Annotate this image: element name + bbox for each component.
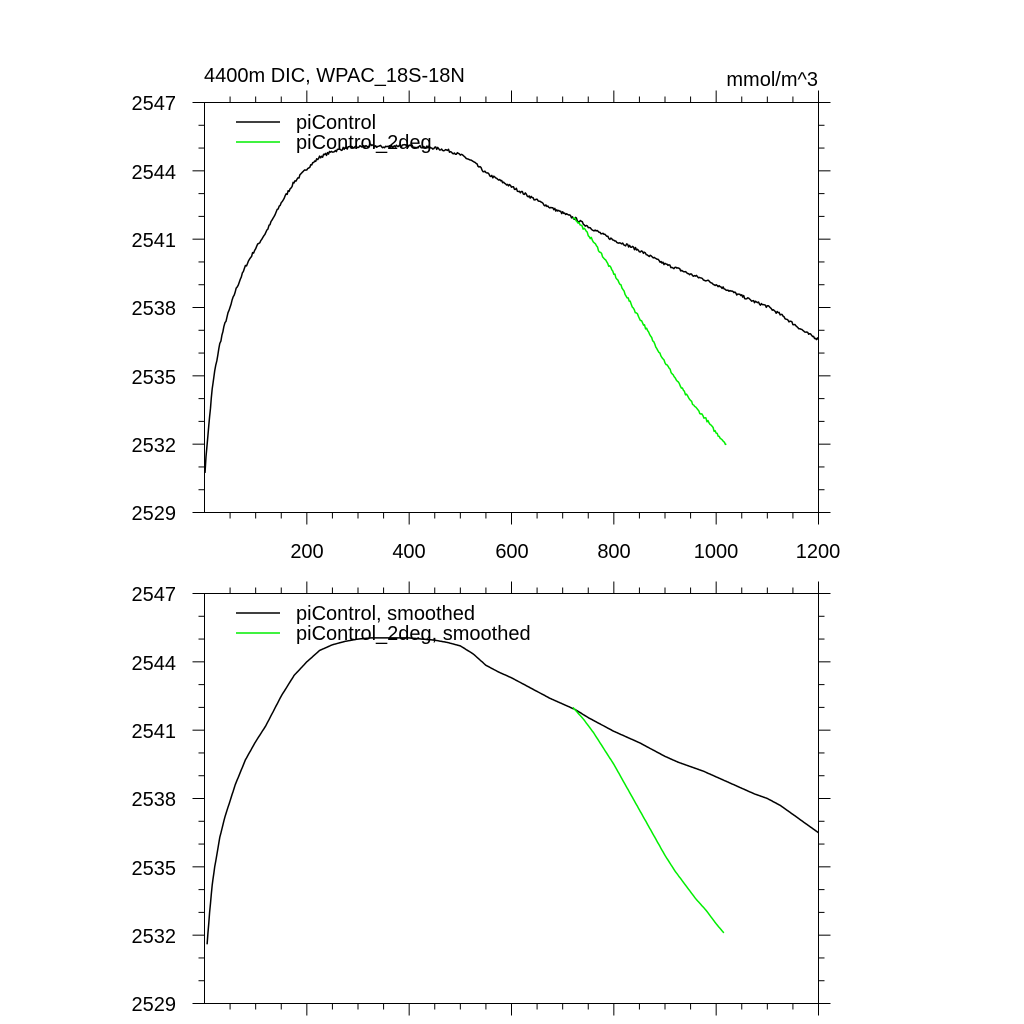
- x-tick-labels: 200 400 600 800 1000 1200: [290, 541, 840, 563]
- y-tick-label: 2547: [132, 93, 177, 115]
- plot-frame: [204, 593, 819, 1004]
- x-tick-label: 1200: [796, 541, 841, 563]
- x-tick-label: 1000: [694, 541, 739, 563]
- y-tick-label: 2544: [132, 162, 177, 184]
- x-tick-label: 400: [392, 541, 425, 563]
- y-tick-label: 2532: [132, 926, 177, 948]
- y-tick-label: 2541: [132, 230, 177, 252]
- x-tick-label: 200: [290, 541, 323, 563]
- tick-marks: [192, 581, 831, 1016]
- panel-top: 4400m DIC, WPAC_18S-18N mmol/m^3 200 400…: [132, 65, 841, 563]
- y-tick-label: 2529: [132, 503, 177, 525]
- legend-label: piControl, smoothed: [296, 603, 475, 625]
- legend-label: piControl: [296, 112, 376, 134]
- y-tick-label: 2529: [132, 994, 177, 1016]
- y-tick-label: 2535: [132, 367, 177, 389]
- y-tick-labels: 2529 2532 2535 2538 2541 2544 2547: [132, 584, 177, 1016]
- legend-label: piControl_2deg: [296, 132, 432, 154]
- y-tick-label: 2532: [132, 435, 177, 457]
- y-tick-labels: 2529 2532 2535 2538 2541 2544 2547: [132, 93, 177, 525]
- panel-title: 4400m DIC, WPAC_18S-18N: [204, 65, 465, 87]
- series-line-picontrol-2deg: [572, 216, 727, 446]
- legend: piControl, smoothed piControl_2deg, smoo…: [236, 603, 531, 645]
- legend-label: piControl_2deg, smoothed: [296, 623, 531, 645]
- series-line-picontrol-smoothed: [206, 637, 819, 945]
- panel-bottom: 2529 2532 2535 2538 2541 2544 2547 piCon…: [132, 581, 831, 1016]
- series-line-picontrol: [204, 143, 820, 473]
- series-lines: [206, 637, 819, 945]
- y-tick-label: 2544: [132, 653, 177, 675]
- x-tick-label: 800: [597, 541, 630, 563]
- x-tick-label: 600: [495, 541, 528, 563]
- y-tick-label: 2535: [132, 858, 177, 880]
- legend: piControl piControl_2deg: [236, 112, 432, 154]
- tick-marks: [192, 90, 831, 525]
- plot-frame: [204, 102, 819, 513]
- y-tick-label: 2547: [132, 584, 177, 606]
- y-tick-label: 2541: [132, 721, 177, 743]
- series-lines: [204, 143, 820, 473]
- units-label: mmol/m^3: [726, 69, 818, 91]
- series-line-picontrol-2deg-smoothed: [572, 706, 725, 934]
- y-tick-label: 2538: [132, 298, 177, 320]
- y-tick-label: 2538: [132, 789, 177, 811]
